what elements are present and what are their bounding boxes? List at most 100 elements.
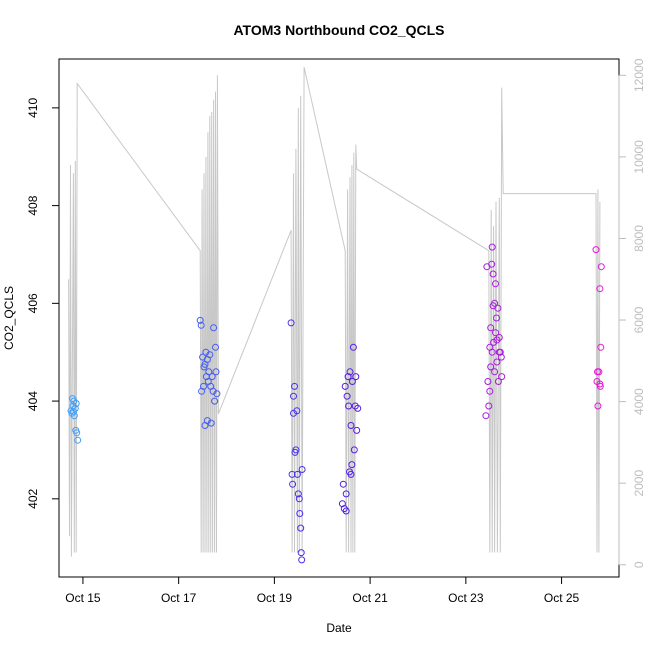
data-point — [596, 382, 604, 390]
data-point — [498, 373, 506, 381]
data-point — [348, 378, 356, 385]
data-point — [485, 402, 493, 410]
data-point — [291, 382, 298, 390]
y2-tick-label: 4000 — [632, 388, 646, 415]
y2-tick-label: 10000 — [632, 140, 646, 174]
data-point — [348, 461, 356, 469]
y-tick-label: 406 — [26, 293, 40, 313]
data-point — [342, 490, 350, 498]
data-point — [354, 404, 362, 412]
y-tick-label: 402 — [26, 488, 40, 508]
data-point — [352, 373, 360, 381]
x-tick-label: Oct 21 — [352, 591, 388, 605]
data-point — [288, 470, 296, 478]
data-points-layer — [67, 243, 605, 564]
data-point — [489, 302, 497, 310]
data-point — [292, 446, 300, 454]
altitude-track-layer — [68, 67, 601, 557]
data-point — [492, 280, 499, 288]
x-tick-label: Oct 15 — [65, 591, 101, 605]
data-point — [74, 436, 82, 444]
data-point — [205, 368, 213, 376]
y2-tick-label: 2000 — [632, 470, 646, 497]
data-point — [350, 446, 358, 454]
y2-tick-label: 0 — [632, 561, 646, 568]
y2-tick-label: 12000 — [632, 58, 646, 92]
data-point — [493, 314, 500, 322]
data-point — [70, 412, 78, 420]
x-axis-label: Date — [326, 621, 352, 635]
data-point — [69, 408, 77, 416]
data-point — [488, 260, 496, 268]
data-point — [213, 390, 221, 398]
data-point — [72, 400, 80, 407]
data-point — [347, 422, 355, 429]
data-point — [290, 392, 297, 400]
data-point — [295, 495, 303, 503]
data-point — [68, 395, 76, 403]
data-point — [212, 368, 220, 376]
data-point — [343, 392, 351, 400]
data-point — [68, 409, 76, 417]
data-point — [210, 324, 218, 332]
data-point — [594, 368, 601, 376]
data-point — [201, 360, 209, 368]
data-point — [212, 343, 219, 351]
data-point — [298, 466, 306, 473]
data-point — [342, 507, 350, 515]
data-point — [488, 348, 496, 356]
axes-layer: Oct 15 Oct 17 Oct 19 Oct 21 Oct 23 Oct 25 402 4… — [26, 58, 646, 605]
data-point — [493, 358, 501, 366]
data-point — [486, 387, 494, 395]
data-point — [297, 549, 305, 557]
data-point — [287, 319, 295, 327]
data-point — [71, 404, 79, 412]
data-point — [493, 336, 501, 344]
y-tick-label: 408 — [26, 195, 40, 215]
data-point — [353, 426, 361, 434]
data-point — [487, 363, 495, 371]
data-point — [296, 510, 304, 517]
data-point — [596, 285, 604, 293]
chart-title: ATOM3 Northbound CO2_QCLS — [233, 22, 444, 38]
x-tick-label: Oct 19 — [257, 591, 293, 605]
data-point — [341, 382, 349, 390]
data-point — [73, 429, 81, 437]
plot-frame — [58, 58, 620, 578]
data-point — [344, 373, 352, 381]
data-point — [197, 321, 205, 329]
y-axis-label: CO2_QCLS — [2, 286, 16, 350]
data-point — [487, 324, 495, 332]
data-point — [209, 387, 217, 395]
y2-tick-label: 6000 — [632, 306, 646, 333]
data-point — [597, 263, 605, 271]
data-point — [347, 470, 355, 478]
data-point — [495, 348, 503, 356]
data-point — [196, 316, 204, 324]
data-point — [290, 409, 297, 417]
data-point — [494, 378, 502, 385]
data-point — [491, 368, 499, 376]
data-point — [339, 480, 347, 488]
data-point — [297, 524, 305, 532]
data-point — [298, 556, 306, 564]
x-tick-label: Oct 25 — [544, 591, 580, 605]
data-point — [489, 270, 497, 278]
data-point — [208, 373, 216, 381]
data-point — [349, 343, 357, 351]
data-point — [294, 490, 302, 498]
data-point — [488, 243, 496, 251]
data-point — [594, 402, 602, 410]
data-point — [200, 382, 207, 390]
data-point — [482, 412, 490, 420]
data-point — [492, 329, 499, 337]
data-point — [484, 378, 492, 385]
data-point — [596, 380, 604, 388]
y2-tick-label: 8000 — [632, 225, 646, 252]
data-point — [597, 343, 605, 351]
x-tick-label: Oct 23 — [448, 591, 484, 605]
data-point — [211, 397, 219, 405]
data-point — [346, 368, 354, 376]
